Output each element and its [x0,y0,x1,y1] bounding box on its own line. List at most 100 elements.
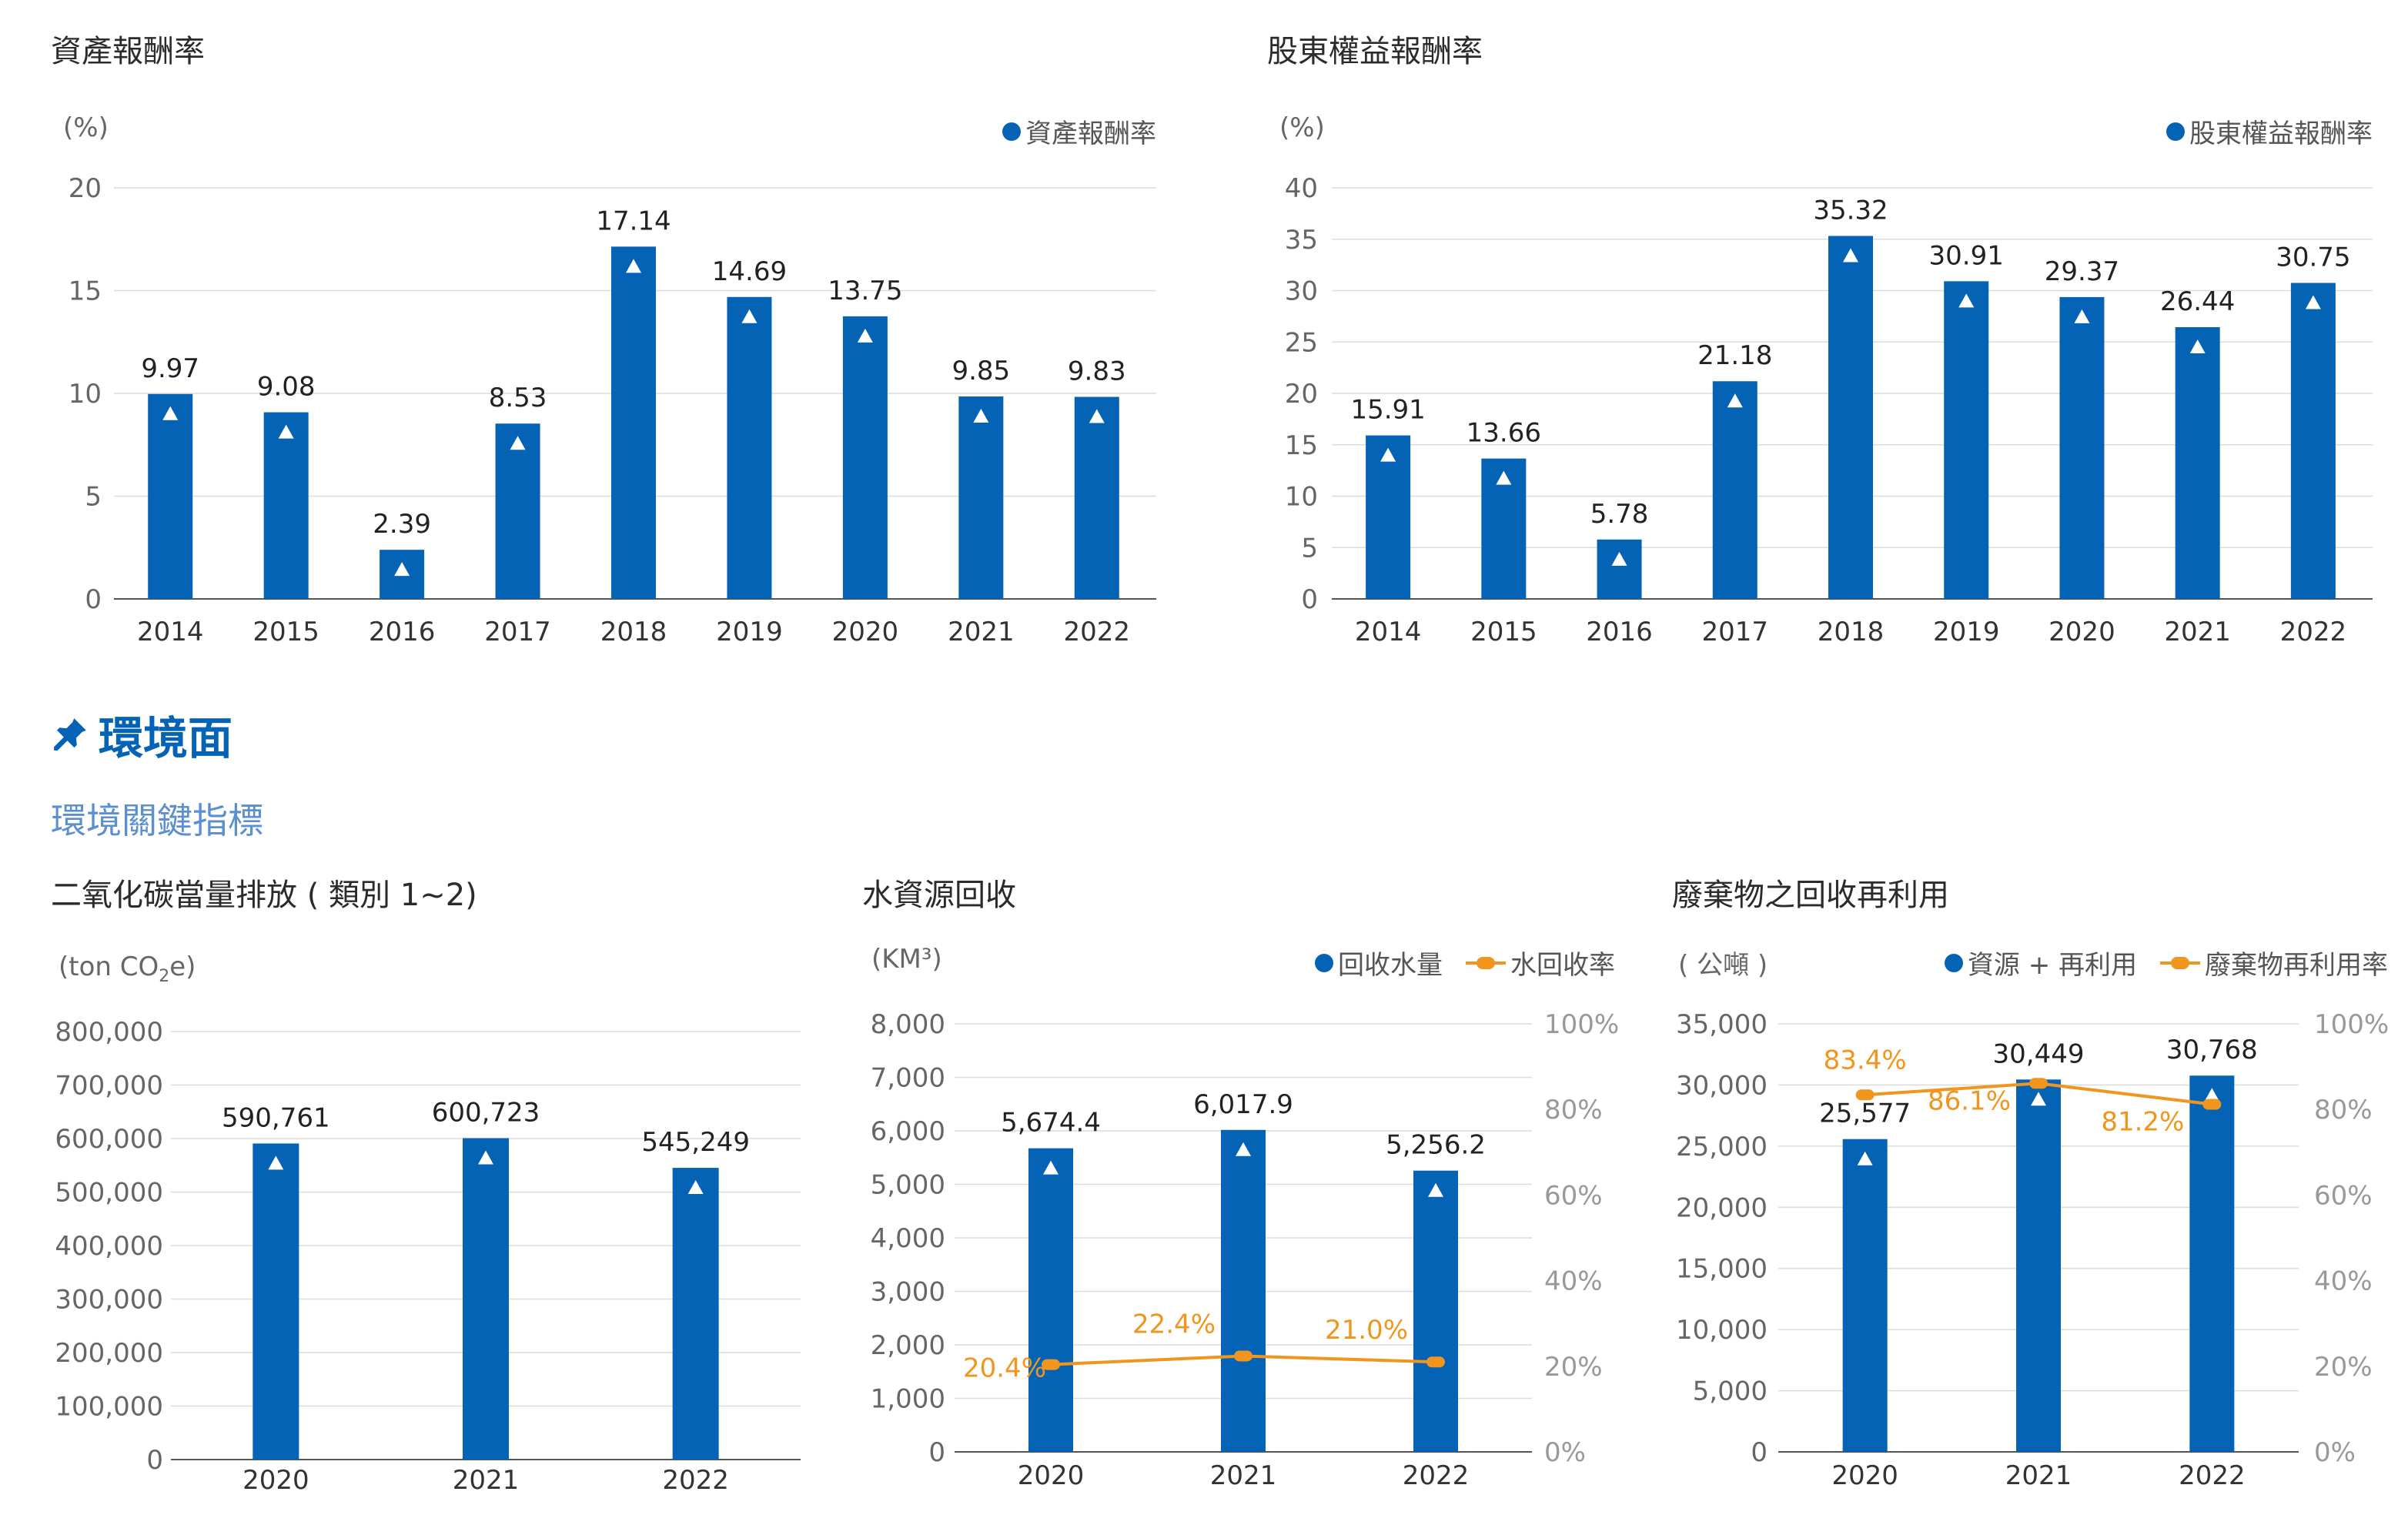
bar [1842,1139,1888,1452]
data-label: 9.85 [951,356,1010,386]
waste-chart-title: 廢棄物之回收再利用 [1672,878,1949,913]
triangle-up-icon [2189,339,2206,354]
water-chart-title: 水資源回收 [862,878,1016,913]
y-tick-label: 35 [1285,225,1318,256]
y-tick-label: 500,000 [55,1178,163,1209]
y-tick-label: 10 [1285,482,1318,513]
data-label: 9.97 [141,353,199,384]
y2-tick-label: 100% [1544,1009,1619,1040]
data-label: 590,761 [222,1102,330,1133]
y2-tick-label: 60% [1544,1180,1603,1211]
y-tick-label: 25 [1285,327,1318,358]
data-label: 13.66 [1467,418,1541,449]
y-tick-label: 8,000 [871,1009,945,1040]
y-tick-label: 35,000 [1676,1009,1768,1040]
x-tick-label: 2022 [662,1465,729,1496]
x-tick-label: 2020 [1018,1460,1085,1491]
y2-tick-label: 40% [2314,1266,2373,1297]
legend-line-icon [1466,954,1506,972]
line-point [1042,1359,1060,1370]
triangle-up-icon [2305,295,2321,309]
x-tick-label: 2020 [242,1465,309,1496]
line-point [1234,1350,1252,1362]
x-tick-label: 2021 [2005,1460,2072,1491]
legend-line-icon [2160,954,2200,972]
data-label: 30.75 [2276,242,2350,273]
water-unit-label: (KM³) [871,944,942,975]
y-tick-label: 30 [1285,276,1318,307]
y2-tick-label: 80% [1544,1095,1603,1125]
triangle-up-icon [162,406,179,420]
bar [1828,236,1873,599]
roa-legend: 資產報酬率 [1002,112,1156,150]
y-tick-label: 2,000 [871,1330,945,1361]
x-tick-label: 2021 [453,1465,520,1496]
x-tick-label: 2016 [369,617,436,647]
triangle-up-icon [857,328,873,343]
bar [2016,1079,2061,1452]
co2-unit-label: (ton CO2e) [59,951,196,986]
x-tick-label: 2020 [2048,617,2115,647]
y-tick-label: 0 [85,584,102,615]
y-tick-label: 100,000 [55,1392,163,1423]
line-data-label: 20.4% [963,1353,1046,1384]
y-tick-label: 20 [1285,379,1318,410]
data-label: 35.32 [1813,195,1888,226]
water-legend: 回收水量 水回收率 [1315,944,1615,982]
y2-tick-label: 0% [2314,1437,2356,1468]
bar [463,1138,509,1460]
bar [1221,1129,1266,1452]
roa-legend-label: 資產報酬率 [1025,119,1156,149]
x-tick-label: 2021 [2164,617,2231,647]
pushpin-icon [54,718,86,751]
x-tick-label: 2022 [2179,1460,2246,1491]
bar [495,423,540,599]
data-label: 14.69 [712,256,787,287]
section-subtitle: 環境關鍵指標 [51,800,263,841]
data-label: 5,256.2 [1386,1130,1486,1161]
y-tick-label: 6,000 [871,1116,945,1147]
x-tick-label: 2014 [137,617,204,647]
bar [2059,296,2105,599]
waste-unit-label: ( 公噸 ) [1678,950,1768,981]
triangle-up-icon [478,1150,493,1165]
data-label: 17.14 [596,206,671,236]
x-tick-label: 2020 [1831,1460,1898,1491]
bar [842,316,888,599]
triangle-up-icon [394,562,410,577]
triangle-up-icon [1857,1151,1873,1165]
data-label: 5.78 [1590,499,1649,530]
section-heading: 環境面 [51,702,232,767]
data-label: 545,249 [641,1127,750,1158]
roa-unit-label: (%) [63,112,109,143]
legend-dot-icon [1315,953,1333,972]
y-tick-label: 4,000 [871,1223,945,1254]
line-data-label: 86.1% [1928,1085,2011,1116]
data-label: 15.91 [1350,395,1425,426]
legend-dot-icon [1944,953,1963,972]
y-tick-label: 7,000 [871,1063,945,1094]
y-tick-label: 600,000 [55,1124,163,1155]
y-tick-label: 0 [928,1437,945,1468]
water-legend-bar-label: 回收水量 [1338,950,1443,981]
co2-unit-sub: 2 [159,966,170,986]
x-tick-label: 2016 [1586,617,1653,647]
bar [2175,327,2220,599]
triangle-up-icon [687,1180,704,1195]
co2-chart-title: 二氧化碳當量排放 ( 類別 1~2) [51,878,477,913]
y-tick-label: 0 [1301,584,1318,615]
y-tick-label: 5 [1301,533,1318,564]
data-label: 30,449 [1993,1038,2085,1069]
y-tick-label: 5,000 [871,1170,945,1201]
roa-chart-title: 資產報酬率 [51,34,205,69]
waste-legend-line-label: 廢棄物再利用率 [2205,950,2388,981]
y-tick-label: 10 [69,379,102,410]
bar [1074,396,1119,599]
bar [2189,1075,2235,1452]
y-tick-label: 700,000 [55,1071,163,1102]
y-tick-label: 10,000 [1676,1315,1768,1346]
bar [2290,283,2336,599]
y2-tick-label: 20% [1544,1352,1603,1383]
